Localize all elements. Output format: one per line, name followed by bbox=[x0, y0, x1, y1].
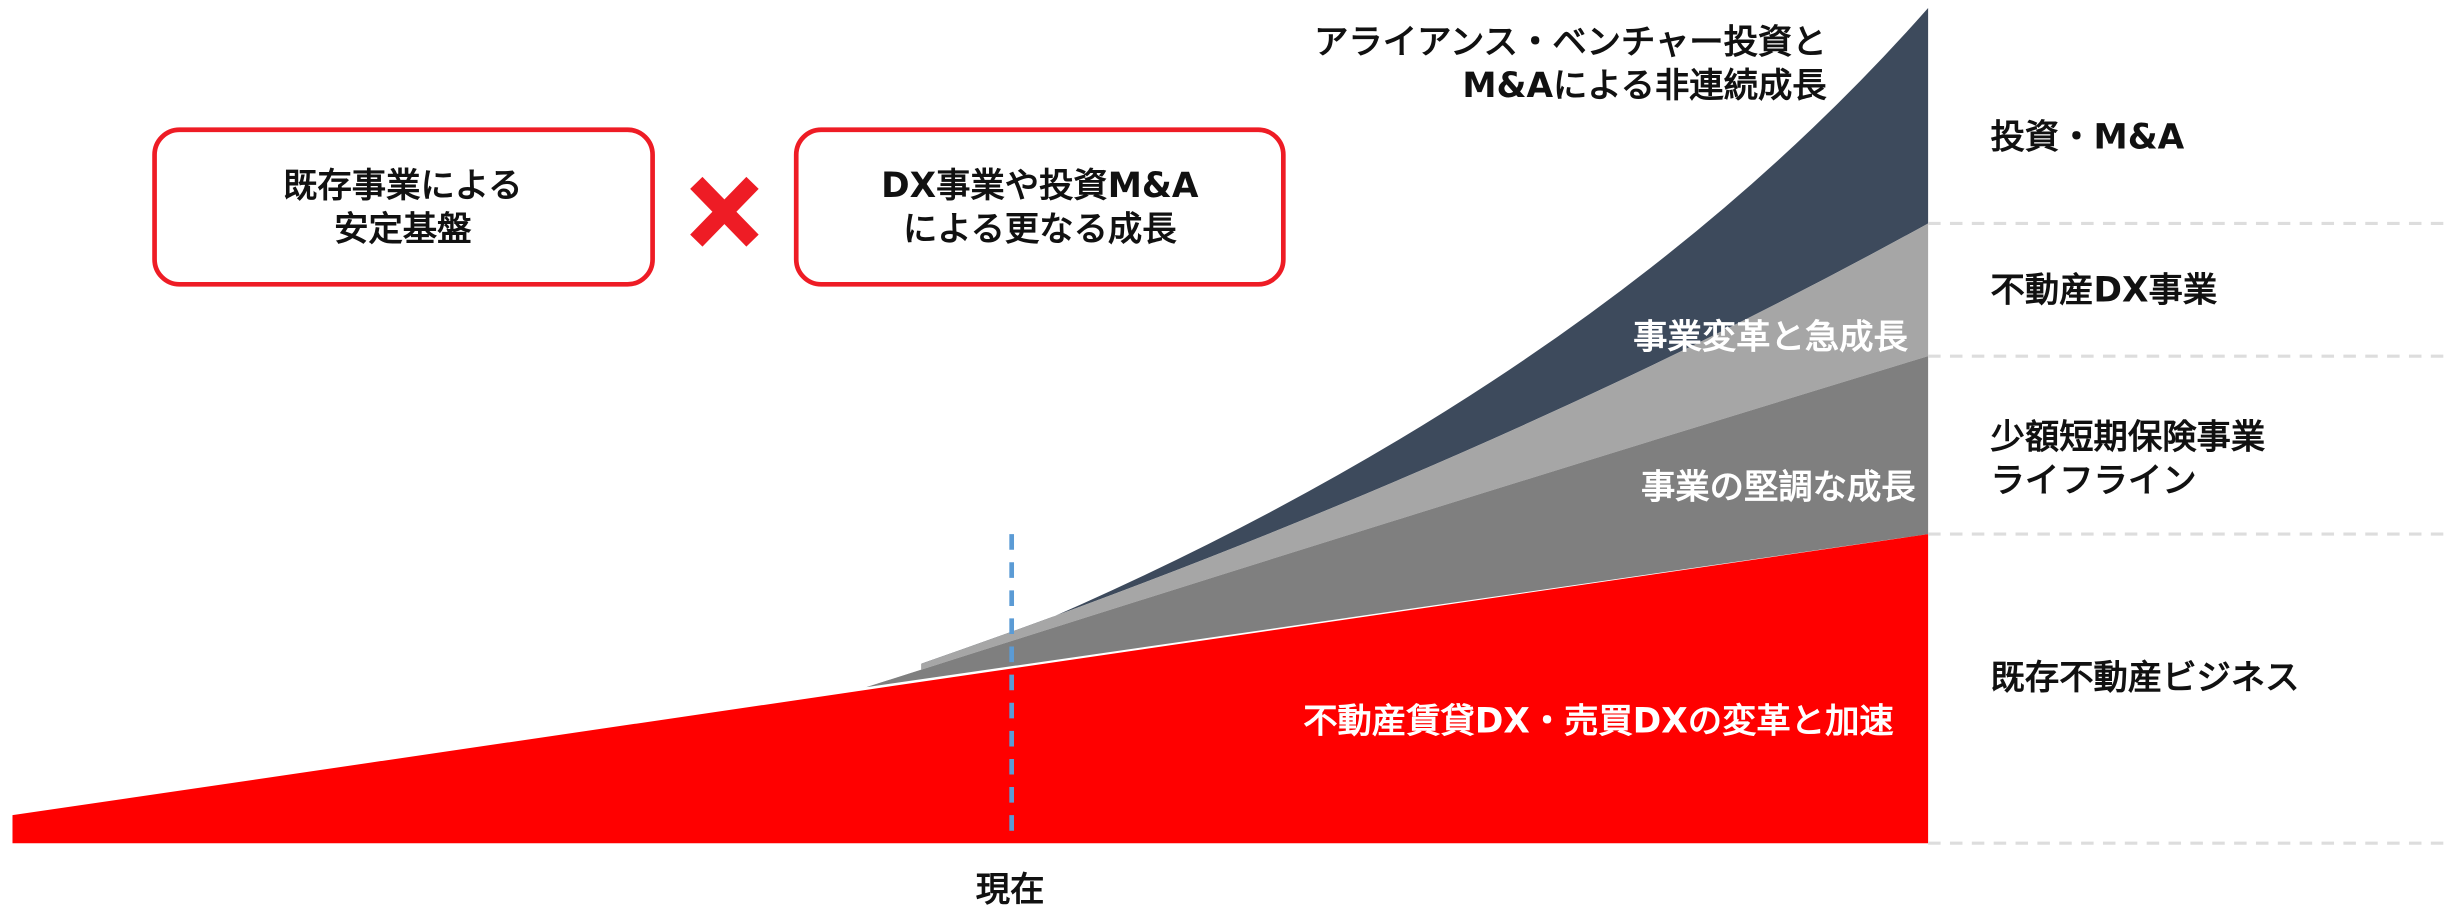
box bbox=[793, 127, 1286, 287]
box-text: 安定基盤 bbox=[334, 210, 472, 250]
steady-layer bbox=[866, 356, 1929, 688]
layer-label: 事業の堅調な成長 bbox=[1641, 467, 1916, 507]
layer-label: 不動産賃貸DX・売買DXの変革と加速 bbox=[1303, 702, 1894, 742]
segment-label: 既存不動産ビジネス bbox=[1991, 658, 2300, 698]
layer-label: アライアンス・ベンチャー投資と bbox=[1314, 22, 1827, 62]
cross bbox=[690, 176, 759, 247]
box bbox=[152, 127, 655, 287]
box-text: 既存事業による bbox=[283, 166, 522, 206]
layer-label: 事業変革と急成長 bbox=[1633, 317, 1908, 357]
layer-label: M&Aによる非連続成長 bbox=[1462, 66, 1827, 106]
now-label: 現在 bbox=[976, 870, 1045, 909]
segment-label: 不動産DX事業 bbox=[1991, 271, 2218, 311]
box-text: DX事業や投資M&A bbox=[881, 166, 1199, 206]
segment-label: 投資・M&A bbox=[1991, 118, 2185, 158]
segment-label: ライフライン bbox=[1991, 461, 2197, 501]
segment-label: 少額短期保険事業 bbox=[1991, 417, 2266, 457]
core-layer bbox=[12, 534, 1929, 844]
box-text: による更なる成長 bbox=[903, 210, 1177, 250]
